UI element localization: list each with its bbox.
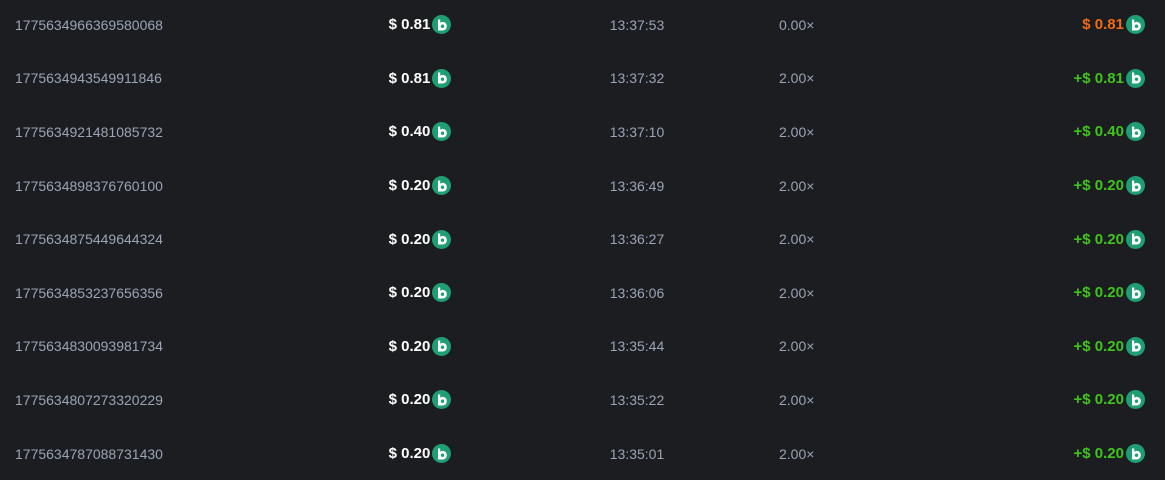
- coin-icon: [432, 15, 452, 35]
- bet-id: 1775634943549911846: [15, 70, 162, 87]
- coin-icon: [1126, 444, 1145, 464]
- table-row[interactable]: 1775634966369580068 $ 0.81 13:37:53 0.00…: [0, 0, 1165, 52]
- bet-time: 13:35:44: [609, 338, 665, 355]
- payout: +$ 0.20: [1074, 159, 1145, 213]
- bet-id: 1775634921481085732: [15, 123, 163, 140]
- table-row[interactable]: 1775634921481085732 $ 0.40 13:37:10 2.00…: [0, 105, 1165, 159]
- coin-icon: [1126, 176, 1145, 196]
- bet-id: 1775634807273320229: [15, 391, 163, 408]
- payout-value: +$ 0.81: [1073, 69, 1124, 87]
- payout-value: +$ 0.20: [1073, 177, 1124, 195]
- bet-amount-value: $ 0.20: [388, 230, 431, 248]
- bet-amount-value: $ 0.81: [388, 16, 431, 34]
- bet-amount: $ 0.20: [330, 159, 510, 213]
- multiplier: 0.00×: [779, 16, 815, 33]
- payout-value: $ 0.81: [1082, 16, 1124, 34]
- bet-time: 13:37:53: [609, 16, 665, 33]
- bet-amount: $ 0.20: [330, 373, 510, 427]
- coin-icon: [1126, 336, 1145, 356]
- table-row[interactable]: 1775634853237656356 $ 0.20 13:36:06 2.00…: [0, 266, 1165, 320]
- payout: +$ 0.20: [1074, 266, 1145, 320]
- table-row[interactable]: 1775634898376760100 $ 0.20 13:36:49 2.00…: [0, 159, 1165, 213]
- table-row[interactable]: 1775634830093981734 $ 0.20 13:35:44 2.00…: [0, 320, 1165, 374]
- payout-value: +$ 0.20: [1073, 337, 1124, 355]
- bet-time: 13:36:27: [609, 231, 665, 248]
- payout: +$ 0.20: [1074, 427, 1145, 480]
- multiplier: 2.00×: [779, 231, 815, 248]
- bet-time: 13:37:10: [609, 123, 665, 140]
- bet-id: 1775634898376760100: [15, 177, 163, 194]
- multiplier: 2.00×: [779, 70, 815, 87]
- multiplier: 2.00×: [779, 177, 815, 194]
- multiplier: 2.00×: [779, 338, 815, 355]
- coin-icon: [1126, 390, 1145, 410]
- coin-icon: [432, 229, 452, 249]
- bet-amount: $ 0.40: [330, 105, 510, 159]
- coin-icon: [1126, 283, 1145, 303]
- bet-amount: $ 0.20: [330, 427, 510, 480]
- bet-amount: $ 0.81: [330, 52, 510, 106]
- bet-amount: $ 0.81: [330, 0, 510, 52]
- bet-amount: $ 0.20: [330, 266, 510, 320]
- coin-icon: [432, 68, 452, 88]
- bet-amount: $ 0.20: [330, 320, 510, 374]
- bet-amount-value: $ 0.20: [388, 284, 431, 302]
- bet-amount-value: $ 0.20: [388, 391, 431, 409]
- payout: +$ 0.20: [1074, 373, 1145, 427]
- payout-value: +$ 0.20: [1073, 230, 1124, 248]
- table-row[interactable]: 1775634787088731430 $ 0.20 13:35:01 2.00…: [0, 427, 1165, 480]
- multiplier: 2.00×: [779, 391, 815, 408]
- table-row[interactable]: 1775634943549911846 $ 0.81 13:37:32 2.00…: [0, 52, 1165, 106]
- coin-icon: [432, 444, 452, 464]
- multiplier: 2.00×: [779, 445, 815, 462]
- bet-time: 13:35:01: [609, 445, 665, 462]
- bet-amount: $ 0.20: [330, 212, 510, 266]
- payout: +$ 0.20: [1074, 320, 1145, 374]
- coin-icon: [1126, 229, 1145, 249]
- bet-time: 13:36:06: [609, 284, 665, 301]
- payout: +$ 0.40: [1074, 105, 1145, 159]
- bet-id: 1775634875449644324: [15, 231, 163, 248]
- bet-id: 1775634853237656356: [15, 284, 163, 301]
- payout-value: +$ 0.20: [1073, 445, 1124, 463]
- bet-time: 13:37:32: [609, 70, 665, 87]
- coin-icon: [432, 176, 452, 196]
- bet-time: 13:35:22: [609, 391, 665, 408]
- coin-icon: [432, 283, 452, 303]
- bet-amount-value: $ 0.20: [388, 337, 431, 355]
- payout: +$ 0.20: [1074, 212, 1145, 266]
- bet-amount-value: $ 0.20: [388, 445, 431, 463]
- payout-value: +$ 0.20: [1073, 391, 1124, 409]
- coin-icon: [432, 122, 452, 142]
- bet-amount-value: $ 0.81: [388, 69, 431, 87]
- bet-amount-value: $ 0.40: [388, 123, 431, 141]
- bet-amount-value: $ 0.20: [388, 177, 431, 195]
- table-row[interactable]: 1775634875449644324 $ 0.20 13:36:27 2.00…: [0, 212, 1165, 266]
- payout: $ 0.81: [1082, 0, 1145, 52]
- coin-icon: [1126, 122, 1145, 142]
- bet-id: 1775634830093981734: [15, 338, 163, 355]
- bet-id: 1775634787088731430: [15, 445, 163, 462]
- payout-value: +$ 0.40: [1073, 123, 1124, 141]
- table-row[interactable]: 1775634807273320229 $ 0.20 13:35:22 2.00…: [0, 373, 1165, 427]
- coin-icon: [1126, 68, 1145, 88]
- bet-time: 13:36:49: [609, 177, 665, 194]
- coin-icon: [432, 336, 452, 356]
- payout: +$ 0.81: [1074, 52, 1145, 106]
- coin-icon: [432, 390, 452, 410]
- coin-icon: [1126, 15, 1145, 35]
- payout-value: +$ 0.20: [1073, 284, 1124, 302]
- multiplier: 2.00×: [779, 284, 815, 301]
- bet-id: 1775634966369580068: [15, 16, 163, 33]
- multiplier: 2.00×: [779, 123, 815, 140]
